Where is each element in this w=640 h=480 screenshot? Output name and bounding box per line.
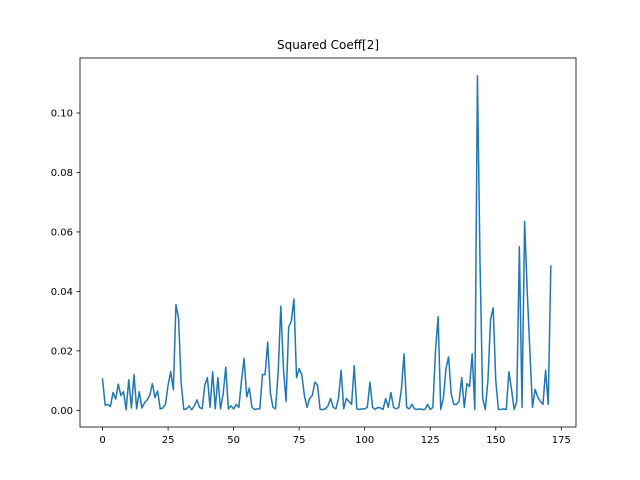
plot-frame bbox=[79, 57, 577, 428]
y-axis: 0.00 0.02 0.04 0.06 0.08 0.10 bbox=[51, 109, 80, 417]
y-tick-label: 0.06 bbox=[51, 227, 73, 238]
x-tick-label: 100 bbox=[355, 435, 374, 446]
x-axis: 0 25 50 75 100 125 150 175 bbox=[99, 427, 571, 446]
x-tick-label: 175 bbox=[552, 435, 571, 446]
x-tick-label: 25 bbox=[162, 435, 175, 446]
x-tick-label: 75 bbox=[293, 435, 306, 446]
plot-area bbox=[80, 58, 576, 427]
x-tick-label: 125 bbox=[421, 435, 440, 446]
x-tick-label: 150 bbox=[486, 435, 505, 446]
y-tick-label: 0.10 bbox=[51, 109, 73, 120]
x-tick-label: 50 bbox=[227, 435, 240, 446]
y-tick-label: 0.02 bbox=[51, 346, 73, 357]
series-line bbox=[101, 75, 552, 411]
chart-title: Squared Coeff[2] bbox=[277, 38, 379, 52]
y-tick-label: 0.04 bbox=[51, 287, 73, 298]
y-tick-label: 0.00 bbox=[51, 406, 73, 417]
x-tick-label: 0 bbox=[99, 435, 105, 446]
y-tick-label: 0.08 bbox=[51, 168, 73, 179]
series-layer bbox=[101, 75, 552, 411]
